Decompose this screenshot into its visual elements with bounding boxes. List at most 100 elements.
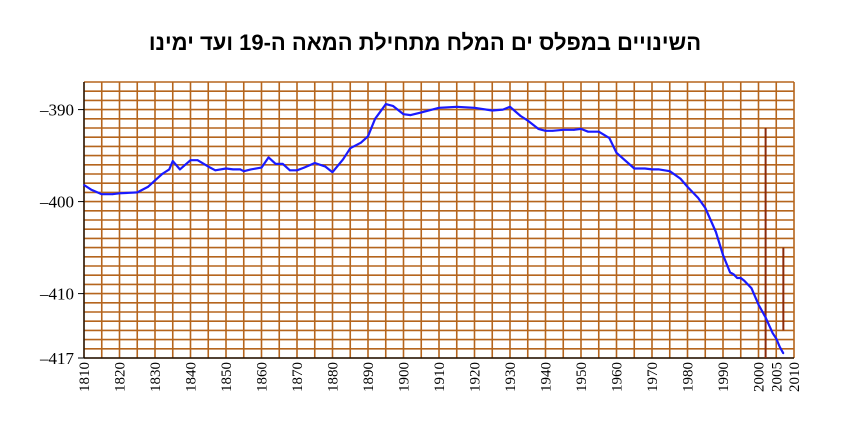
level-point [420, 111, 423, 114]
x-tick-label: 2000 [752, 362, 768, 392]
x-tick-label: 1980 [681, 362, 697, 392]
level-point [324, 165, 327, 168]
level-point [214, 169, 217, 172]
level-point [189, 159, 192, 162]
level-point [473, 106, 476, 109]
level-point [750, 287, 753, 289]
x-tick-label: 1820 [113, 362, 129, 392]
level-point [349, 147, 352, 150]
level-point [715, 231, 717, 233]
level-point [526, 119, 529, 122]
level-point [580, 128, 582, 130]
x-tick-label: 1880 [326, 362, 342, 392]
level-point [587, 130, 589, 133]
level-point [775, 337, 778, 340]
x-tick-label: 1890 [361, 362, 377, 392]
level-point [207, 165, 210, 168]
level-point [438, 106, 440, 109]
level-point [289, 169, 291, 172]
level-point [668, 170, 671, 173]
level-point [384, 103, 387, 105]
level-point [136, 191, 139, 194]
level-point [232, 168, 235, 171]
level-point [313, 162, 316, 164]
level-point [782, 352, 785, 355]
level-point [296, 169, 298, 172]
level-point [171, 160, 174, 163]
level-point [303, 166, 305, 169]
x-tick-label: 1940 [539, 362, 555, 392]
level-point [260, 166, 263, 169]
level-point [509, 105, 511, 108]
level-point [573, 128, 575, 131]
x-tick-label: 1850 [219, 362, 235, 392]
level-point [679, 177, 682, 180]
x-axis: 1810 1820 1830 1840 1850 1860 1870 1880 1890 1900… [77, 362, 803, 392]
level-point [249, 168, 252, 171]
level-point [537, 128, 540, 130]
x-tick-label: 1960 [610, 362, 626, 392]
level-point [544, 129, 547, 132]
level-point [551, 129, 554, 132]
level-point [239, 168, 242, 171]
level-point [633, 167, 636, 170]
level-point [608, 137, 611, 140]
level-point [281, 162, 284, 165]
level-point [729, 271, 731, 274]
x-tick-label: 1840 [184, 362, 200, 392]
level-point [491, 109, 494, 112]
level-point [196, 159, 199, 162]
level-point [736, 277, 739, 279]
y-tick-label: –390 [39, 101, 74, 120]
y-tick-label: –400 [39, 193, 74, 212]
x-tick-label: 1990 [716, 362, 732, 392]
level-point [360, 141, 362, 144]
level-point [597, 130, 600, 133]
level-point [686, 185, 689, 188]
level-point [757, 303, 760, 306]
x-tick-label: 1830 [148, 362, 164, 392]
level-series-line [83, 102, 785, 354]
level-point [651, 168, 653, 171]
x-tick-label: 1970 [645, 362, 661, 392]
level-point [502, 108, 504, 111]
level-point [154, 179, 156, 182]
level-point [519, 115, 522, 117]
level-point [225, 167, 227, 170]
level-point [367, 135, 369, 138]
level-point [697, 197, 700, 199]
level-point [739, 277, 742, 279]
level-point [242, 170, 245, 173]
level-point [161, 173, 164, 175]
level-point [644, 167, 646, 170]
level-point [178, 168, 181, 171]
x-tick-label: 2010 [787, 362, 803, 392]
level-point [168, 168, 171, 171]
x-tick-label: 1910 [432, 362, 448, 392]
chart-title: השינויים במפלס ים המלח מתחילת המאה ה-19 … [148, 30, 702, 55]
x-tick-label: 2005 [769, 362, 785, 392]
level-point [704, 207, 707, 209]
y-tick-label: –417 [39, 349, 75, 368]
level-point [455, 105, 458, 108]
level-point [764, 316, 767, 319]
level-point [391, 105, 394, 107]
level-point [267, 156, 270, 159]
level-point [743, 279, 746, 282]
level-point [100, 193, 103, 196]
level-point [83, 184, 85, 186]
x-tick-label: 1950 [574, 362, 590, 392]
x-tick-label: 1860 [255, 362, 271, 392]
level-point [118, 192, 121, 195]
level-point [274, 162, 277, 165]
y-axis: –390 –400 –410 –417 [39, 101, 84, 368]
level-point [402, 113, 405, 116]
y-tick-label: –410 [39, 285, 74, 304]
level-point [722, 254, 724, 256]
level-point [732, 273, 735, 276]
x-tick-label: 1900 [397, 362, 413, 392]
level-point [342, 158, 345, 161]
level-point [409, 114, 412, 117]
level-point [771, 332, 774, 335]
